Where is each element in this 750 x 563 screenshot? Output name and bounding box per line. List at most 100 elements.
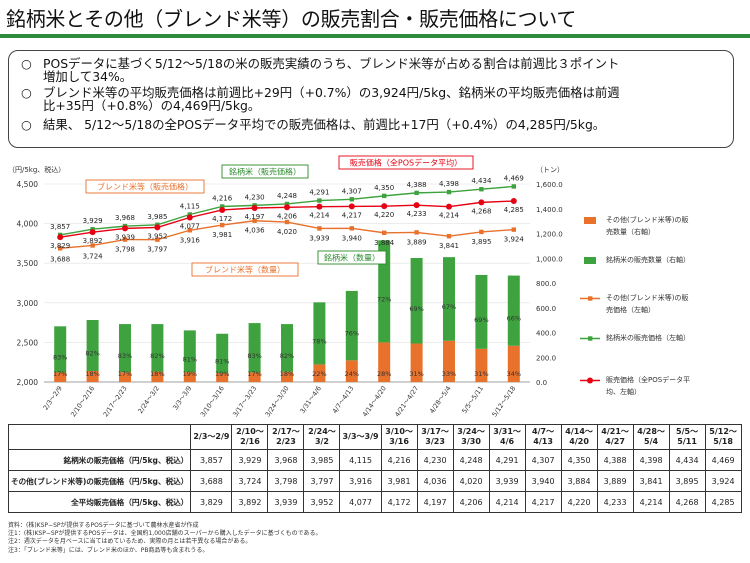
header-line: 5/12〜 xyxy=(709,427,737,436)
brand-share-label: 81% xyxy=(215,357,229,365)
table-cell: 4,036 xyxy=(416,470,454,492)
brand-price-label: 3,968 xyxy=(115,214,135,222)
row-label: その他(ブレンド米等)の販売価格（円/5kg、税込） xyxy=(7,470,192,492)
table-corner xyxy=(7,424,192,450)
brand-volume-bar xyxy=(86,320,99,371)
all-price-label: 4,214 xyxy=(439,212,460,220)
brand-share-label: 83% xyxy=(118,352,132,360)
blend-volume-bar xyxy=(443,340,455,382)
brand-price-marker xyxy=(382,193,387,199)
callout-all-price: 販売価格（全POSデータ平均） xyxy=(350,158,462,168)
blend-price-marker xyxy=(187,228,192,233)
blend-volume-bar xyxy=(475,348,488,382)
blend-share-label: 17% xyxy=(118,370,132,378)
table-col-header: 2/24〜 3/2 xyxy=(303,424,341,450)
brand-price-label: 4,216 xyxy=(212,194,233,202)
callout-all-price-box xyxy=(338,155,474,170)
header-line: 3/31〜 xyxy=(493,427,521,436)
blend-price-marker xyxy=(220,222,225,228)
combo-chart: （円/5kg、税込） （トン） 2,000 2,500 3,000 3,500 4,000 4… xyxy=(8,155,690,419)
category-label: 3/31〜4/6 xyxy=(298,385,323,415)
blend-share-label: 18% xyxy=(280,370,294,378)
header-line: 3/23 xyxy=(425,437,445,446)
brand-price-marker xyxy=(479,187,484,192)
header-line: 4/20 xyxy=(569,437,589,446)
blend-price-label: 3,916 xyxy=(180,236,201,244)
category-label: 4/14〜4/20 xyxy=(361,385,388,419)
title-divider xyxy=(0,34,750,38)
brand-volume-bar xyxy=(507,275,520,346)
table-cell: 3,857 xyxy=(190,449,233,471)
header-line: 3/10〜 xyxy=(385,427,413,436)
bullet-text: POSデータに基づく5/12〜5/18の米の販売実績のうち、ブレンド米等が占める… xyxy=(43,56,620,71)
right-tick-label: 0.0 xyxy=(536,379,547,387)
brand-price-marker xyxy=(511,184,516,189)
blend-share-label: 31% xyxy=(474,370,488,378)
brand-price-label: 4,434 xyxy=(471,177,492,185)
category-label: 5/5〜5/11 xyxy=(460,385,485,415)
blend-price-marker xyxy=(90,243,95,248)
header-line: 2/24〜 xyxy=(308,427,336,436)
table-cell: 4,248 xyxy=(452,449,490,471)
table-col-header: 2/17〜 2/23 xyxy=(267,424,305,450)
header-line: 4/14〜 xyxy=(565,427,593,436)
all-price-marker xyxy=(381,203,388,210)
brand-volume-bar xyxy=(345,290,358,361)
table-cell: 4,020 xyxy=(452,470,490,492)
right-tick-label: 1,000.0 xyxy=(536,255,563,263)
blend-price-marker xyxy=(511,227,516,232)
table-cell: 4,469 xyxy=(704,449,742,471)
all-price-marker xyxy=(446,203,452,210)
category-label: 5/12〜5/18 xyxy=(490,385,517,419)
all-price-label: 4,214 xyxy=(309,212,330,220)
category-label: 3/17〜3/23 xyxy=(231,385,258,419)
brand-volume-bar xyxy=(54,326,67,373)
blend-volume-bar xyxy=(248,372,261,382)
header-line: 3/17〜 xyxy=(421,427,449,436)
blend-volume-bar xyxy=(507,345,520,382)
bullet-text: ブレンド米等の平均販売価格は前週比+29円（+0.7%）の3,924円/5kg、… xyxy=(43,85,620,100)
legend-label-cont: 売価格（左軸） xyxy=(606,305,655,314)
table-cell: 4,214 xyxy=(488,491,526,513)
table-col-header: 3/10〜 3/16 xyxy=(380,424,418,450)
table-col-header: 5/12〜 5/18 xyxy=(704,424,742,450)
blend-price-label: 3,889 xyxy=(407,238,427,246)
table-cell: 4,291 xyxy=(488,449,526,471)
callout-blend-price: ブレンド米等（販売価格） xyxy=(97,182,193,192)
header-line: 3/3〜3/9 xyxy=(342,432,379,441)
brand-volume-bar xyxy=(313,302,326,365)
table-cell: 4,206 xyxy=(452,491,490,513)
table-cell: 3,892 xyxy=(231,491,269,513)
legend-marker xyxy=(587,377,593,384)
all-price-label: 4,233 xyxy=(407,210,427,218)
category-label: 3/24〜3/30 xyxy=(264,385,291,419)
header-line: 5/4 xyxy=(644,437,659,446)
brand-volume-bar xyxy=(119,324,131,373)
all-price-label: 4,172 xyxy=(212,215,232,223)
brand-price-label: 4,388 xyxy=(407,181,427,189)
left-tick-label: 2,000 xyxy=(17,378,39,387)
header-line: 5/5〜 xyxy=(676,427,699,436)
header-line: 4/6 xyxy=(500,437,515,446)
right-tick-label: 1,200.0 xyxy=(536,231,563,239)
table-cell: 4,115 xyxy=(339,449,382,471)
table-cell: 3,929 xyxy=(231,449,269,471)
brand-price-label: 4,469 xyxy=(504,174,524,182)
table-col-header: 3/31〜 4/6 xyxy=(488,424,526,450)
blend-share-label: 18% xyxy=(150,370,164,378)
table-cell: 4,077 xyxy=(339,491,382,513)
legend-label: その他(ブレンド米等)の販 xyxy=(606,293,688,302)
header-line: 4/13 xyxy=(533,437,553,446)
brand-share-label: 82% xyxy=(280,352,294,360)
brand-share-label: 76% xyxy=(345,330,359,338)
right-tick-label: 800.0 xyxy=(536,280,556,288)
all-price-marker xyxy=(154,224,161,231)
table-cell: 4,268 xyxy=(668,491,706,513)
table-cell: 3,952 xyxy=(303,491,341,513)
table-cell: 4,434 xyxy=(668,449,706,471)
header-line: 4/27 xyxy=(605,437,625,446)
all-price-marker xyxy=(251,204,258,211)
blend-volume-bar xyxy=(151,371,164,382)
all-price-marker xyxy=(57,234,64,241)
all-price-label: 3,939 xyxy=(115,233,135,241)
